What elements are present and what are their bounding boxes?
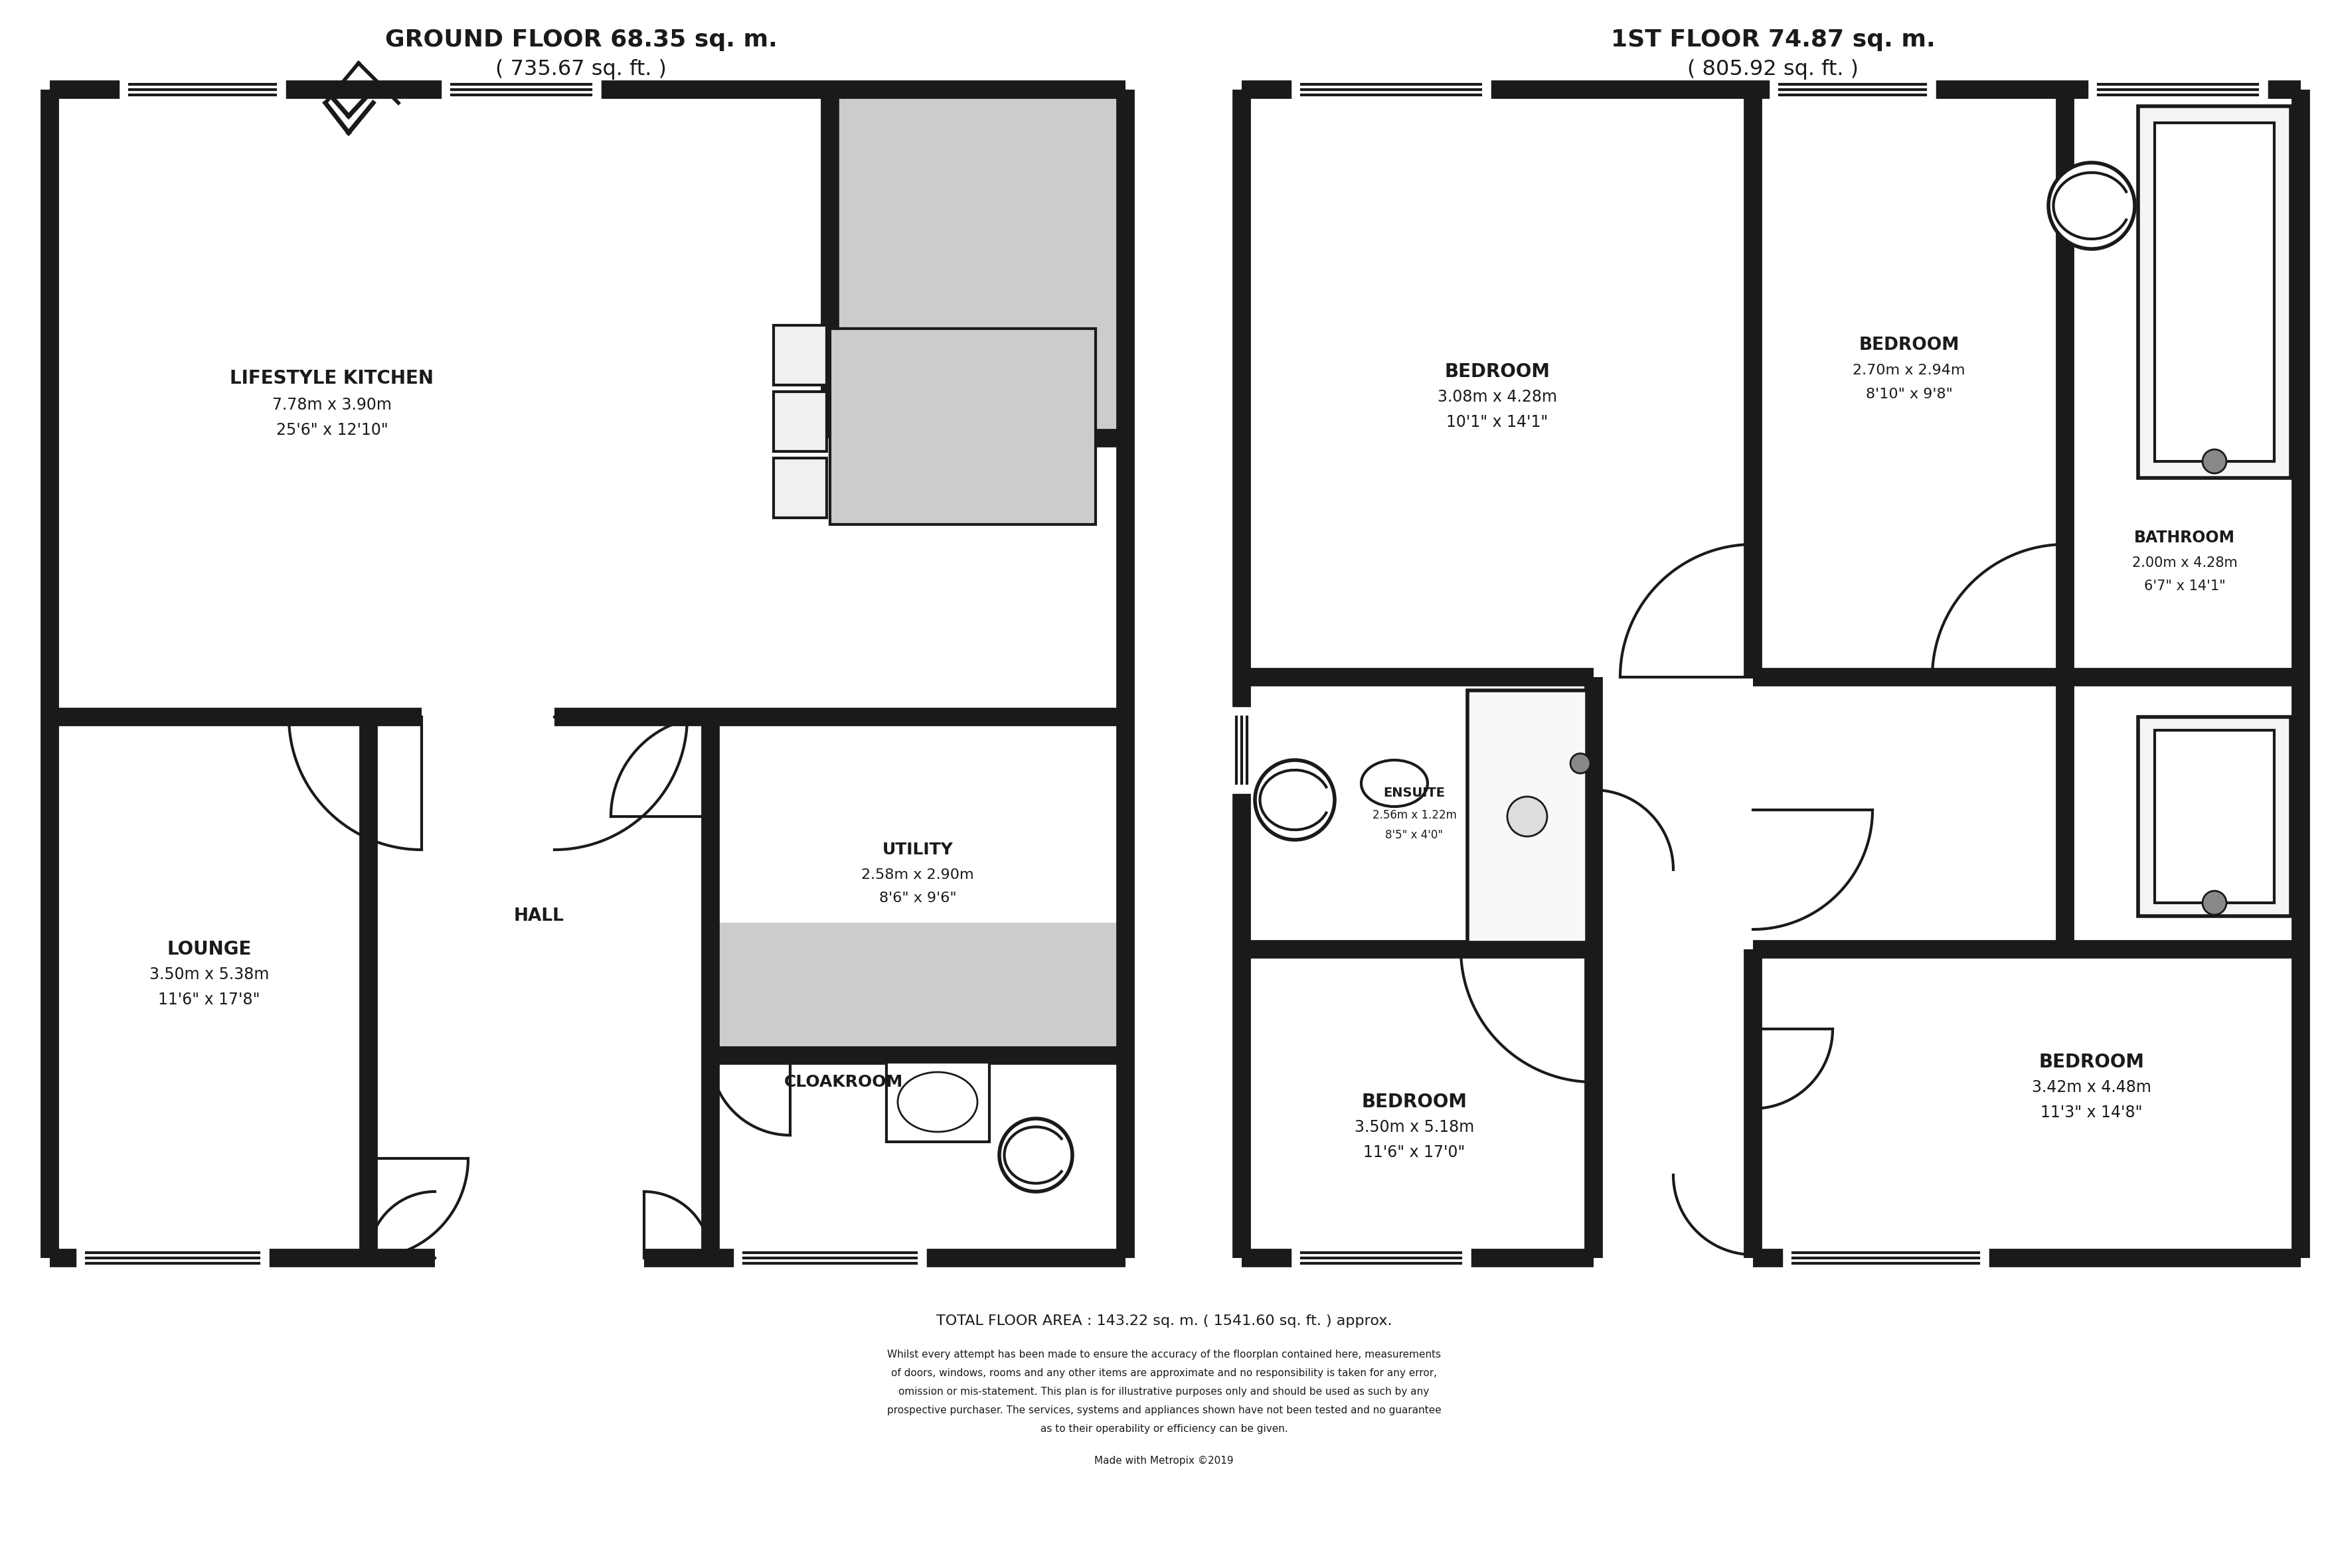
Text: 3.50m x 5.18m: 3.50m x 5.18m: [1355, 1120, 1474, 1135]
Text: 7.78m x 3.90m: 7.78m x 3.90m: [272, 397, 391, 412]
Bar: [2098, 86, 2258, 93]
Circle shape: [2202, 450, 2226, 474]
Text: BATHROOM: BATHROOM: [2135, 530, 2235, 546]
Bar: [1595, 949, 1753, 1258]
Text: 3.08m x 4.28m: 3.08m x 4.28m: [1439, 389, 1557, 405]
Bar: [717, 922, 1120, 1049]
Text: 25'6" x 12'10": 25'6" x 12'10": [277, 422, 389, 437]
Bar: [831, 329, 1096, 524]
Text: UTILITY: UTILITY: [882, 842, 952, 858]
Ellipse shape: [899, 1073, 978, 1132]
Text: omission or mis-statement. This plan is for illustrative purposes only and shoul: omission or mis-statement. This plan is …: [899, 1386, 1429, 1397]
Text: LOUNGE: LOUNGE: [168, 939, 251, 958]
Bar: [1241, 949, 1595, 1258]
Text: of doors, windows, rooms and any other items are approximate and no responsibili: of doors, windows, rooms and any other i…: [892, 1367, 1436, 1378]
Text: 2.56m x 1.22m: 2.56m x 1.22m: [1371, 809, 1457, 822]
Circle shape: [1506, 797, 1548, 836]
Text: ENSUITE: ENSUITE: [1383, 787, 1446, 800]
Text: ( 805.92 sq. ft. ): ( 805.92 sq. ft. ): [1688, 60, 1858, 80]
Bar: [49, 89, 1124, 717]
Text: 1ST FLOOR 74.87 sq. m.: 1ST FLOOR 74.87 sq. m.: [1611, 28, 1935, 52]
Text: 3.50m x 5.38m: 3.50m x 5.38m: [149, 966, 270, 983]
Text: ( 735.67 sq. ft. ): ( 735.67 sq. ft. ): [496, 60, 666, 80]
Text: 11'6" x 17'8": 11'6" x 17'8": [158, 993, 261, 1008]
Text: 2.58m x 2.90m: 2.58m x 2.90m: [861, 869, 973, 881]
Bar: [2156, 731, 2274, 903]
Bar: [743, 1254, 917, 1261]
Bar: [2156, 731, 2274, 903]
Bar: [1753, 949, 2300, 1258]
Bar: [1241, 89, 1753, 677]
Text: 10'1" x 14'1": 10'1" x 14'1": [1446, 414, 1548, 430]
Text: 11'6" x 17'0": 11'6" x 17'0": [1364, 1145, 1464, 1160]
Bar: [130, 86, 275, 93]
Text: as to their operability or efficiency can be given.: as to their operability or efficiency ca…: [1041, 1424, 1287, 1433]
Bar: [1301, 1254, 1460, 1261]
Bar: [1793, 1254, 1979, 1261]
Text: 8'6" x 9'6": 8'6" x 9'6": [880, 892, 957, 905]
Bar: [773, 392, 826, 452]
Bar: [1779, 86, 1925, 93]
Circle shape: [2202, 891, 2226, 914]
Bar: [1595, 677, 2300, 949]
Text: CLOAKROOM: CLOAKROOM: [785, 1074, 903, 1090]
Bar: [1753, 89, 2065, 677]
Text: 11'3" x 14'8": 11'3" x 14'8": [2042, 1104, 2142, 1121]
Text: Made with Metropix ©2019: Made with Metropix ©2019: [1094, 1455, 1234, 1466]
Bar: [1238, 717, 1245, 784]
Bar: [1467, 690, 1588, 942]
Text: 8'10" x 9'8": 8'10" x 9'8": [1865, 387, 1953, 401]
Bar: [2137, 107, 2291, 478]
Text: BEDROOM: BEDROOM: [1446, 362, 1550, 381]
Text: TOTAL FLOOR AREA : 143.22 sq. m. ( 1541.60 sq. ft. ) approx.: TOTAL FLOOR AREA : 143.22 sq. m. ( 1541.…: [936, 1314, 1392, 1328]
Bar: [86, 1254, 258, 1261]
Circle shape: [1571, 754, 1590, 773]
Ellipse shape: [1362, 760, 1427, 806]
Text: HALL: HALL: [514, 908, 563, 925]
Text: 6'7" x 14'1": 6'7" x 14'1": [2144, 580, 2226, 593]
Circle shape: [1255, 760, 1334, 840]
Bar: [831, 89, 1124, 437]
Text: BEDROOM: BEDROOM: [2039, 1052, 2144, 1071]
Bar: [1301, 86, 1481, 93]
Bar: [831, 329, 1096, 524]
Bar: [2137, 717, 2291, 916]
Bar: [2156, 122, 2274, 461]
Text: 2.00m x 4.28m: 2.00m x 4.28m: [2132, 557, 2237, 569]
Text: 2.70m x 2.94m: 2.70m x 2.94m: [1853, 364, 1965, 376]
Bar: [368, 717, 710, 1258]
Bar: [1241, 677, 1595, 949]
Text: 3.42m x 4.48m: 3.42m x 4.48m: [2032, 1079, 2151, 1096]
Text: BEDROOM: BEDROOM: [1362, 1093, 1467, 1112]
Bar: [887, 1062, 989, 1142]
Text: 8'5" x 4'0": 8'5" x 4'0": [1385, 829, 1443, 840]
Bar: [773, 458, 826, 517]
Bar: [49, 717, 368, 1258]
Circle shape: [2049, 163, 2135, 249]
Text: prospective purchaser. The services, systems and appliances shown have not been : prospective purchaser. The services, sys…: [887, 1405, 1441, 1414]
Bar: [2156, 122, 2274, 461]
Bar: [710, 717, 1124, 1055]
Text: GROUND FLOOR 68.35 sq. m.: GROUND FLOOR 68.35 sq. m.: [384, 28, 778, 52]
Bar: [452, 86, 591, 93]
Bar: [773, 325, 826, 386]
Text: BEDROOM: BEDROOM: [1858, 337, 1960, 354]
Circle shape: [999, 1118, 1073, 1192]
Bar: [2065, 89, 2300, 677]
Text: Whilst every attempt has been made to ensure the accuracy of the floorplan conta: Whilst every attempt has been made to en…: [887, 1348, 1441, 1359]
Bar: [710, 1055, 1124, 1258]
Text: LIFESTYLE KITCHEN: LIFESTYLE KITCHEN: [230, 368, 433, 387]
